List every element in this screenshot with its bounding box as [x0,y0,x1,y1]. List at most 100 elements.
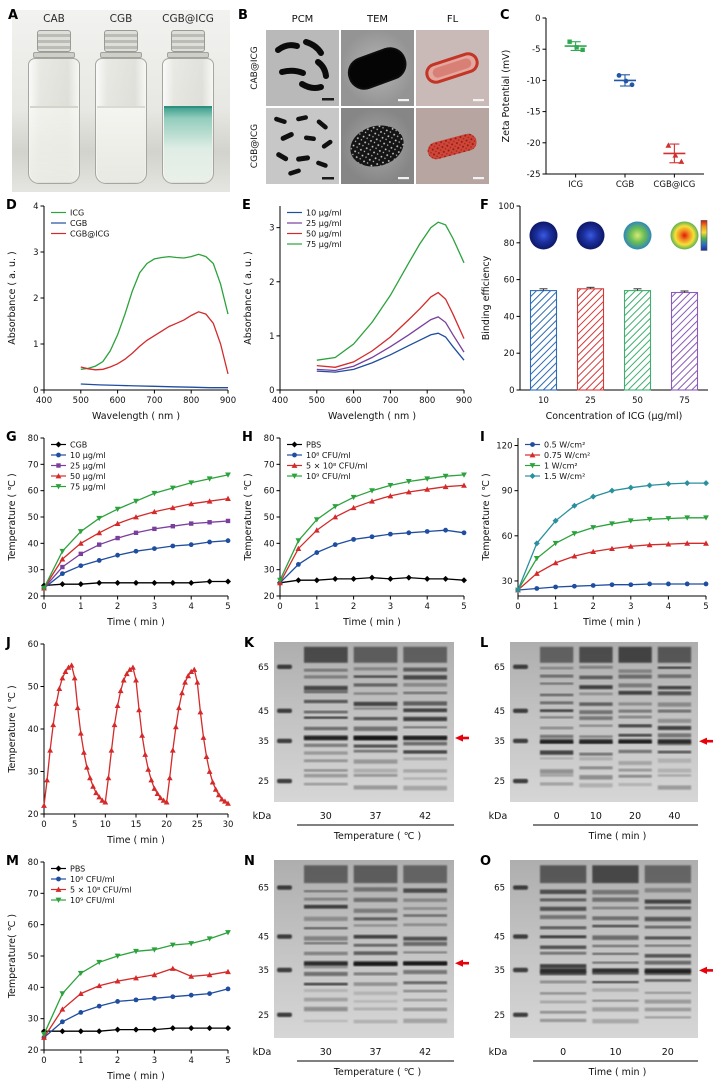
svg-text:5 × 10⁸ CFU/ml: 5 × 10⁸ CFU/ml [70,886,132,895]
heating-by-concentration-chart: 0 1 2 3 4 5 20 30 40 50 60 70 80 Time ( min ) Temperat… [6,430,238,630]
panel-label-i: I [480,430,485,445]
svg-text:35: 35 [258,966,269,976]
svg-text:3: 3 [628,602,633,612]
svg-text:0: 0 [277,602,282,612]
svg-text:-10: -10 [527,76,541,86]
svg-text:10⁸ CFU/ml: 10⁸ CFU/ml [70,875,115,884]
svg-text:3: 3 [388,602,393,612]
svg-text:1: 1 [33,340,38,350]
svg-text:0: 0 [41,820,46,830]
svg-text:Time ( min ): Time ( min ) [106,1071,165,1082]
vial-cap-icon [171,30,205,52]
vial-liquid [30,106,78,182]
svg-text:10: 10 [590,811,602,822]
svg-text:25: 25 [494,777,505,787]
svg-text:50 µg/ml: 50 µg/ml [70,472,106,481]
svg-text:Temperature ( ℃ ): Temperature ( ℃ ) [243,473,254,561]
vial-label-cgb-icg: CGB@ICG [162,13,214,25]
svg-text:4: 4 [33,202,38,212]
svg-text:60: 60 [502,532,513,542]
svg-text:1: 1 [553,602,558,612]
row-label-cab-icg: CAB@ICG [250,46,260,90]
svg-text:60: 60 [28,640,39,650]
gel-time-2: 65 45 35 25 kDa 0 10 20 Time ( min ) [480,854,716,1084]
svg-text:Concentration of ICG (µg/ml): Concentration of ICG (µg/ml) [546,411,683,422]
svg-text:60: 60 [28,921,39,931]
svg-text:30: 30 [28,566,39,576]
image-pcm-cgb-icg [266,108,339,184]
image-fl-cgb-icg [416,108,489,184]
svg-text:45: 45 [494,933,505,943]
svg-text:60: 60 [28,487,39,497]
svg-text:15: 15 [131,820,142,830]
panel-label-f: F [480,198,489,213]
vial-liquid [164,106,212,182]
svg-text:45: 45 [494,707,505,717]
panel-f: F 0 20 40 60 80 100 Concentration of ICG (µg/m… [480,198,716,424]
svg-text:2: 2 [115,1056,120,1066]
svg-text:0: 0 [33,386,38,396]
svg-text:30: 30 [320,1047,332,1058]
svg-text:30: 30 [223,820,234,830]
svg-text:700: 700 [146,396,162,406]
svg-text:30: 30 [502,577,513,587]
svg-text:kDa: kDa [489,1047,508,1058]
svg-text:-20: -20 [527,139,541,149]
svg-text:20: 20 [28,1046,39,1056]
svg-text:Wavelength ( nm ): Wavelength ( nm ) [92,411,180,422]
svg-text:Time ( min ): Time ( min ) [342,617,401,628]
panel-label-m: M [6,854,19,869]
svg-text:40: 40 [668,811,680,822]
svg-text:-5: -5 [532,45,540,55]
concentration-spectra-chart: 400 500 600 700 800 900 0 1 2 3 Wavelength ( nm ) A… [242,198,474,424]
panel-m: M 0 1 2 3 4 5 20 30 40 50 60 70 80 Time ( min ) Temper… [6,854,238,1084]
gel-time-1: 65 45 35 25 kDa 0 10 20 40 Time ( min ) [480,636,716,848]
svg-text:70: 70 [264,460,275,470]
col-header-tem: TEM [366,14,389,25]
svg-text:Time ( min ): Time ( min ) [582,617,641,628]
svg-text:35: 35 [258,737,269,747]
svg-text:60: 60 [504,276,515,286]
svg-text:50: 50 [28,513,39,523]
panel-a: A CAB CGB CGB@ICG [8,8,232,194]
svg-text:75 µg/ml: 75 µg/ml [70,483,106,492]
svg-text:90: 90 [502,487,513,497]
panel-label-l: L [480,636,489,651]
svg-text:0: 0 [269,386,274,396]
svg-text:42: 42 [419,811,431,822]
svg-text:20: 20 [161,820,172,830]
vial-cap-icon [37,30,71,52]
svg-text:80: 80 [28,858,39,868]
svg-text:10: 10 [609,1047,621,1058]
svg-text:1 W/cm²: 1 W/cm² [544,462,578,471]
svg-text:50 µg/ml: 50 µg/ml [306,230,342,239]
svg-text:1: 1 [314,602,319,612]
svg-text:800: 800 [183,396,199,406]
svg-text:Temperature ( ℃ ): Temperature ( ℃ ) [7,685,18,773]
svg-text:1.5 W/cm²: 1.5 W/cm² [544,472,585,481]
svg-text:Absorbance ( a. u. ): Absorbance ( a. u. ) [243,251,254,345]
svg-text:Time ( min ): Time ( min ) [588,1067,647,1078]
svg-text:20: 20 [629,811,641,822]
svg-text:70: 70 [28,460,39,470]
svg-text:37: 37 [369,1047,381,1058]
svg-text:60: 60 [264,487,275,497]
panel-label-e: E [242,198,251,213]
svg-text:25: 25 [258,777,269,787]
vial-label-cgb: CGB [109,13,133,25]
svg-text:40: 40 [28,725,39,735]
svg-text:50: 50 [632,396,643,406]
svg-text:50: 50 [28,683,39,693]
panel-g: G 0 1 2 3 4 5 20 30 40 50 60 70 80 Time ( min ) Temper… [6,430,238,630]
svg-text:80: 80 [504,239,515,249]
svg-text:500: 500 [73,396,89,406]
svg-text:0: 0 [535,14,540,24]
svg-text:0: 0 [41,1056,46,1066]
svg-text:CGB@ICG: CGB@ICG [653,180,695,190]
svg-text:30: 30 [320,811,332,822]
svg-text:900: 900 [220,396,236,406]
svg-text:35: 35 [494,966,505,976]
heating-by-power-chart: 0 1 2 3 4 5 30 60 90 120 Time ( min ) Temperature (… [480,430,716,630]
svg-text:65: 65 [258,663,269,673]
panel-label-o: O [480,854,492,869]
